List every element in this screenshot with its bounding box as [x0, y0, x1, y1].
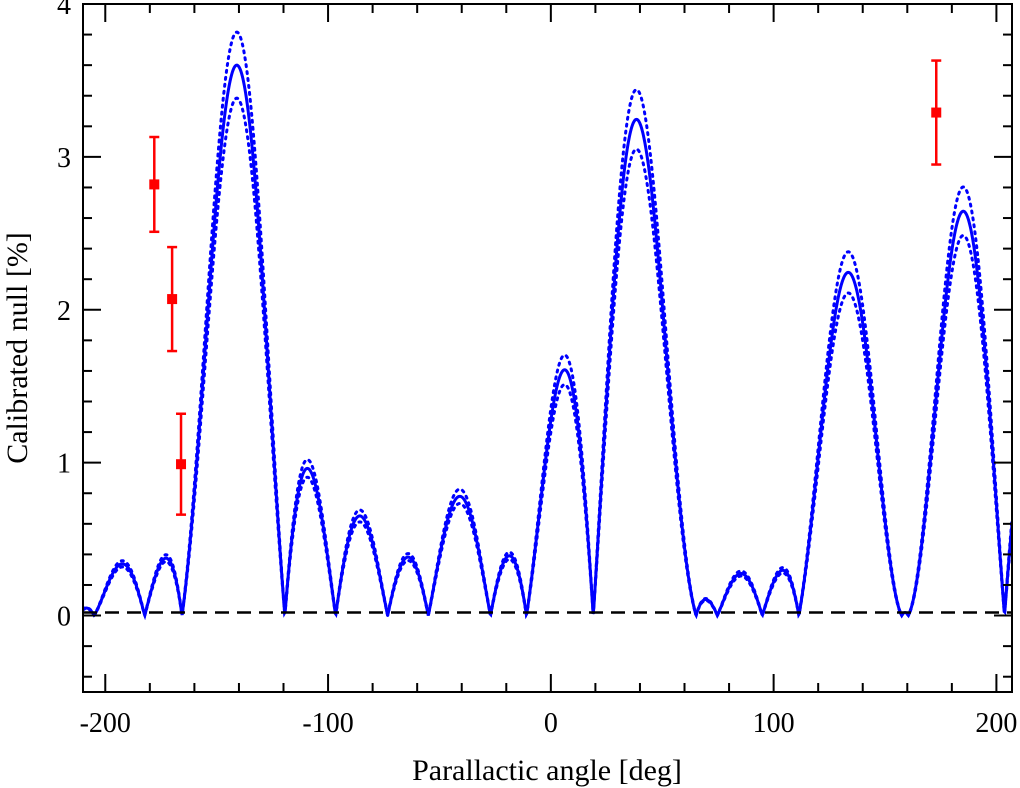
measurement-point: [176, 459, 187, 470]
plot-area: [83, 30, 1012, 621]
model-upper-bound-line: [83, 30, 1012, 621]
measurement-point: [167, 294, 178, 305]
model-lower-bound-line: [83, 96, 1012, 620]
axis-tick-labels: -200 -100 0 100 200 0 1 2 3 4: [57, 0, 1017, 739]
x-axis-title: Parallactic angle [deg]: [412, 754, 682, 787]
x-tick-label: -200: [80, 708, 131, 739]
y-tick-label: 0: [57, 602, 71, 633]
x-tick-label: 200: [975, 708, 1017, 739]
y-tick-label: 2: [57, 296, 71, 327]
x-tick-label: -100: [302, 708, 353, 739]
measurement-point: [931, 107, 942, 118]
plot-frame: [82, 3, 1013, 693]
axis-ticks: [83, 3, 1012, 692]
y-tick-label: 1: [57, 449, 71, 480]
y-axis-title: Calibrated null [%]: [1, 232, 34, 464]
y-tick-label: 4: [57, 0, 71, 21]
measurement-point: [149, 179, 160, 190]
x-tick-label: 0: [544, 708, 558, 739]
x-tick-label: 100: [753, 708, 795, 739]
y-tick-label: 3: [57, 143, 71, 174]
model-null-line: [83, 63, 1012, 621]
